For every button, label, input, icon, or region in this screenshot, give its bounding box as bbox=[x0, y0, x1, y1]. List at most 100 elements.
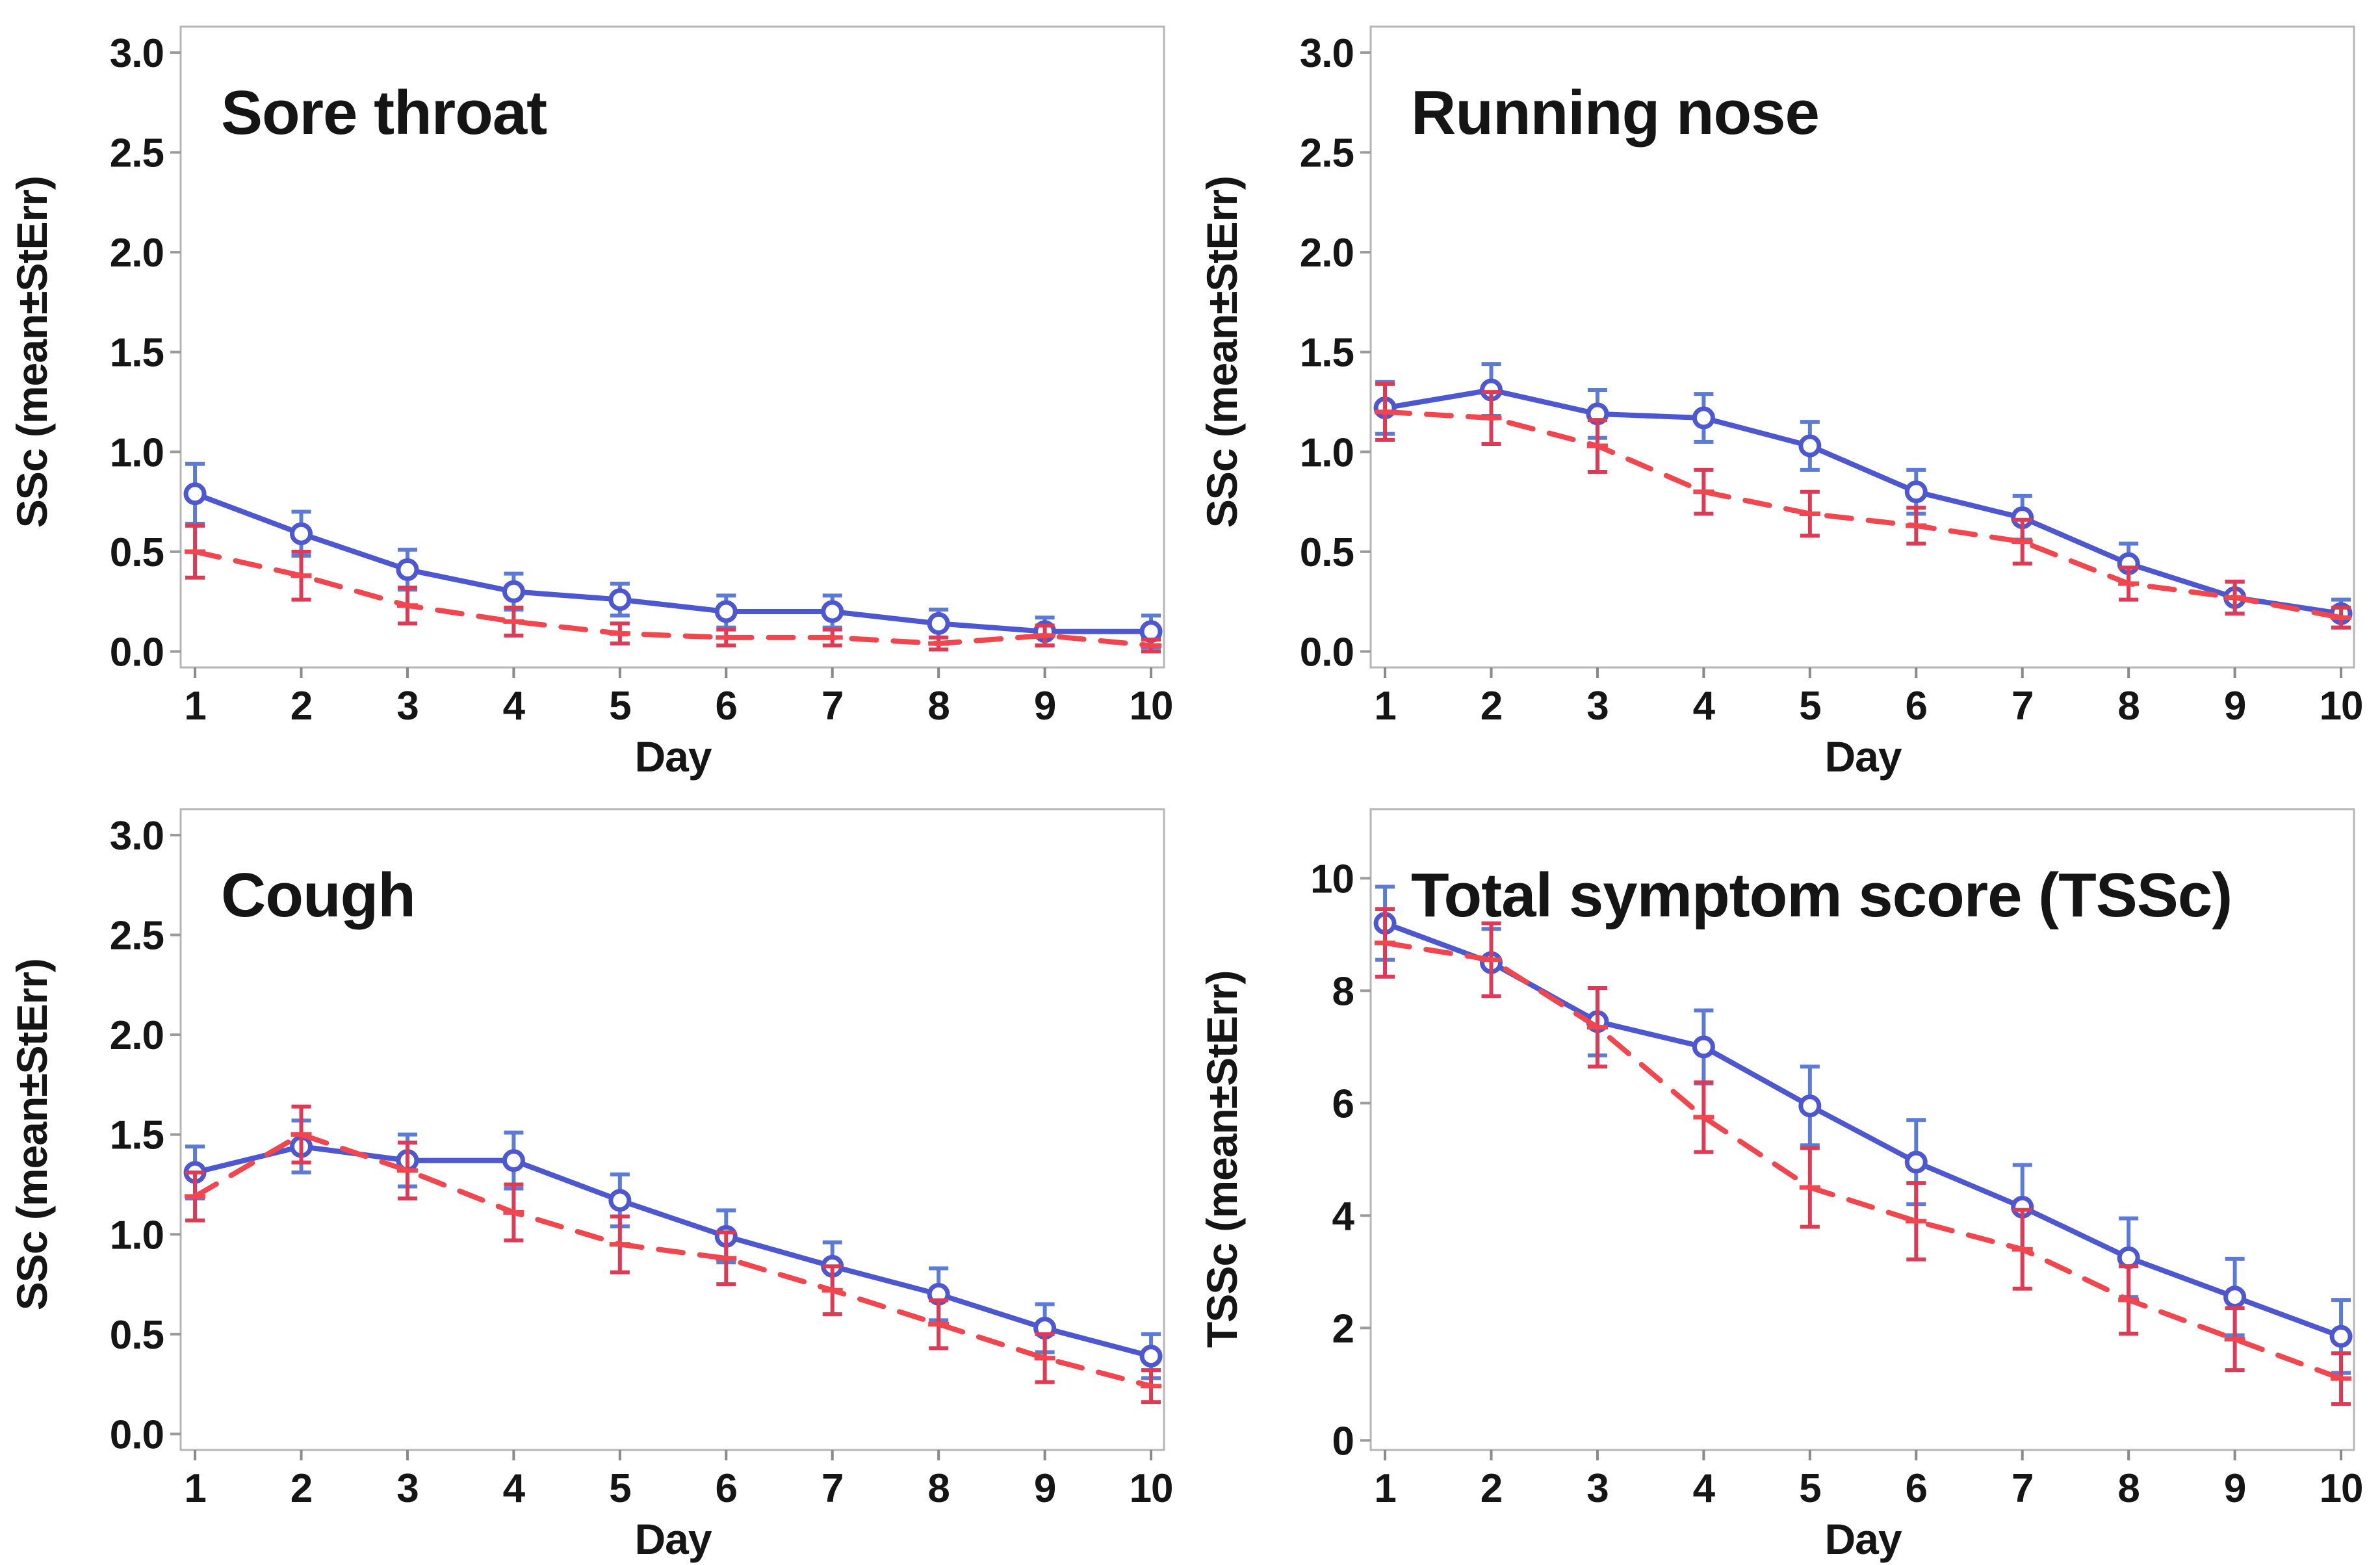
x-tick-label: 2 bbox=[1481, 684, 1502, 729]
y-tick-label: 10 bbox=[1310, 857, 1354, 901]
data-point-marker bbox=[1139, 1345, 1163, 1368]
data-point-marker bbox=[608, 588, 632, 612]
series-red-dashed bbox=[185, 1104, 1162, 1404]
data-point-marker bbox=[183, 482, 207, 506]
chart-panel-cough: 0.0 0.5 1.0 1.5 2.0 2.5 3.0 1 2 3 4 5 6 7 8 9 10 Day SSc (… bbox=[0, 782, 1190, 1565]
y-tick-label: 6 bbox=[1332, 1081, 1354, 1126]
y-tick-label: 0.0 bbox=[1300, 630, 1354, 675]
series-red-dashed bbox=[1375, 382, 2352, 630]
x-tick-label: 4 bbox=[503, 684, 526, 729]
y-tick-label: 2.0 bbox=[110, 1013, 164, 1058]
series-blue-solid bbox=[183, 461, 1163, 650]
y-axis-title: TSSc (mean±StErr) bbox=[1198, 971, 1246, 1348]
plot-frame bbox=[1369, 808, 2355, 1451]
x-tick-label: 4 bbox=[1693, 684, 1716, 729]
x-tick-label: 6 bbox=[1906, 684, 1927, 729]
data-point-marker bbox=[2117, 1246, 2140, 1269]
x-axis-title: Day bbox=[635, 732, 712, 781]
x-tick-label: 6 bbox=[1906, 1466, 1927, 1511]
x-tick-label: 6 bbox=[716, 684, 737, 729]
series-line-red-dashed bbox=[192, 1132, 1154, 1389]
x-tick-label: 2 bbox=[1481, 1466, 1502, 1511]
chart-title: Cough bbox=[221, 860, 415, 930]
y-tick-label: 0.5 bbox=[110, 530, 164, 575]
x-tick-label: 5 bbox=[609, 684, 630, 729]
data-point-marker bbox=[396, 558, 419, 581]
y-tick-label: 2.0 bbox=[1300, 231, 1354, 276]
y-tick-label: 8 bbox=[1332, 969, 1354, 1014]
chart-running-nose: 0.0 0.5 1.0 1.5 2.0 2.5 3.0 1 2 3 4 5 6 7 8 9 10 Day SSc (… bbox=[1198, 25, 2364, 781]
y-tick-label: 2.5 bbox=[1300, 131, 1354, 176]
x-tick-label: 8 bbox=[927, 1466, 949, 1511]
x-tick-label: 5 bbox=[609, 1466, 630, 1511]
series-line-red-dashed bbox=[192, 549, 1154, 649]
data-point-marker bbox=[2329, 1325, 2353, 1348]
chart-sore-throat: 0.0 0.5 1.0 1.5 2.0 2.5 3.0 1 2 3 4 5 6 7 8 9 10 Day SSc (… bbox=[8, 25, 1174, 781]
y-tick-label: 1.5 bbox=[110, 331, 164, 376]
data-point-marker bbox=[502, 1149, 525, 1172]
x-tick-label: 9 bbox=[1034, 684, 1055, 729]
x-tick-label: 8 bbox=[2117, 684, 2139, 729]
x-tick-label: 7 bbox=[821, 1466, 843, 1511]
y-tick-label: 3.0 bbox=[110, 814, 164, 859]
x-tick-label: 6 bbox=[716, 1466, 737, 1511]
x-tick-label: 9 bbox=[2224, 684, 2245, 729]
y-tick-label: 1.0 bbox=[110, 1213, 164, 1258]
y-tick-label: 1.0 bbox=[110, 430, 164, 475]
series-red-dashed bbox=[185, 523, 1162, 654]
data-point-marker bbox=[502, 580, 525, 603]
data-point-marker bbox=[714, 600, 738, 623]
x-tick-label: 10 bbox=[2320, 1466, 2363, 1511]
y-tick-label: 0.5 bbox=[110, 1313, 164, 1358]
x-axis-title: Day bbox=[1825, 1515, 1902, 1563]
x-tick-label: 1 bbox=[184, 1466, 205, 1511]
x-tick-label: 7 bbox=[821, 684, 843, 729]
x-tick-label: 2 bbox=[291, 684, 312, 729]
x-tick-label: 3 bbox=[1586, 1466, 1608, 1511]
x-tick-label: 1 bbox=[1374, 684, 1395, 729]
y-tick-label: 1.5 bbox=[1300, 331, 1354, 376]
series-line-blue-solid bbox=[192, 491, 1154, 634]
y-tick-label: 0.0 bbox=[110, 630, 164, 675]
data-point-marker bbox=[927, 612, 950, 635]
x-tick-label: 7 bbox=[2011, 1466, 2033, 1511]
x-tick-label: 10 bbox=[1130, 1466, 1173, 1511]
data-point-marker bbox=[2223, 1286, 2247, 1309]
x-tick-label: 1 bbox=[184, 684, 205, 729]
x-tick-label: 3 bbox=[396, 684, 418, 729]
x-tick-label: 9 bbox=[1034, 1466, 1055, 1511]
series-red-dashed bbox=[1375, 907, 2352, 1406]
x-tick-label: 1 bbox=[1374, 1466, 1395, 1511]
y-axis-title: SSc (mean±StErr) bbox=[8, 959, 56, 1310]
series-line-blue-solid bbox=[1382, 387, 2344, 617]
x-tick-label: 7 bbox=[2011, 684, 2033, 729]
series-line-red-dashed bbox=[1382, 940, 2344, 1382]
x-tick-label: 9 bbox=[2224, 1466, 2245, 1511]
chart-panel-total-symptom-score: 0 2 4 6 8 10 1 2 3 4 5 6 7 8 9 10 Day TSSc (mean±StErr) To… bbox=[1190, 782, 2380, 1565]
data-point-marker bbox=[1798, 434, 1822, 458]
chart-title: Total symptom score (TSSc) bbox=[1411, 860, 2232, 930]
x-tick-label: 5 bbox=[1799, 684, 1820, 729]
y-tick-label: 1.5 bbox=[110, 1113, 164, 1158]
data-point-marker bbox=[821, 600, 844, 623]
x-axis-title: Day bbox=[635, 1515, 712, 1563]
y-tick-label: 3.0 bbox=[1300, 31, 1354, 76]
data-point-marker bbox=[1904, 1150, 1928, 1174]
chart-title: Running nose bbox=[1411, 78, 1819, 148]
data-point-marker bbox=[290, 522, 313, 545]
y-axis-title: SSc (mean±StErr) bbox=[1198, 176, 1246, 528]
chart-panel-sore-throat: 0.0 0.5 1.0 1.5 2.0 2.5 3.0 1 2 3 4 5 6 7 8 9 10 Day SSc (… bbox=[0, 0, 1190, 782]
data-point-marker bbox=[1692, 406, 1715, 430]
y-tick-label: 4 bbox=[1332, 1194, 1355, 1239]
y-tick-label: 2.5 bbox=[110, 914, 164, 959]
y-tick-label: 2 bbox=[1332, 1306, 1354, 1351]
series-blue-solid bbox=[1373, 362, 2353, 630]
chart-cough: 0.0 0.5 1.0 1.5 2.0 2.5 3.0 1 2 3 4 5 6 7 8 9 10 Day SSc (… bbox=[8, 808, 1174, 1563]
y-tick-label: 2.5 bbox=[110, 131, 164, 176]
chart-panel-running-nose: 0.0 0.5 1.0 1.5 2.0 2.5 3.0 1 2 3 4 5 6 7 8 9 10 Day SSc (… bbox=[1190, 0, 2380, 782]
plot-frame bbox=[179, 25, 1165, 669]
plot-frame bbox=[179, 808, 1165, 1451]
x-tick-label: 8 bbox=[2117, 1466, 2139, 1511]
